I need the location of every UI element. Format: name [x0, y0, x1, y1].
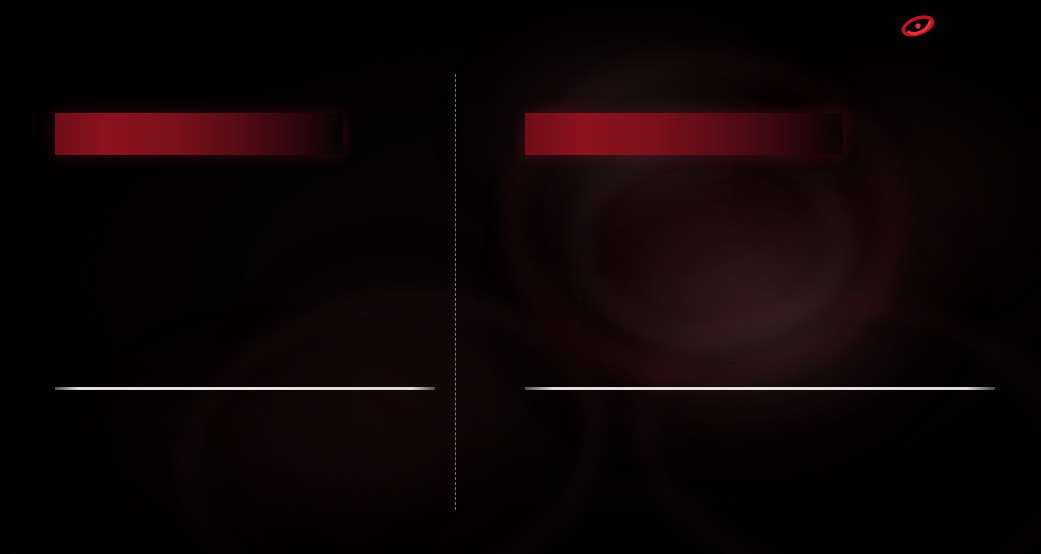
panel-right-banner [525, 113, 843, 155]
panel-right [525, 113, 995, 480]
axis-baseline-left [55, 387, 435, 390]
panel-divider [455, 74, 456, 510]
chart-enterprise-goals [55, 185, 435, 480]
plot-area-left [55, 185, 435, 390]
company-logo [901, 8, 1019, 52]
dcits-swoosh-icon [901, 15, 935, 37]
panel-left-banner [55, 113, 343, 155]
chart-practice-focus [525, 185, 995, 480]
panel-left [55, 113, 435, 480]
axis-baseline-right [525, 387, 995, 390]
plot-area-right [525, 185, 995, 390]
